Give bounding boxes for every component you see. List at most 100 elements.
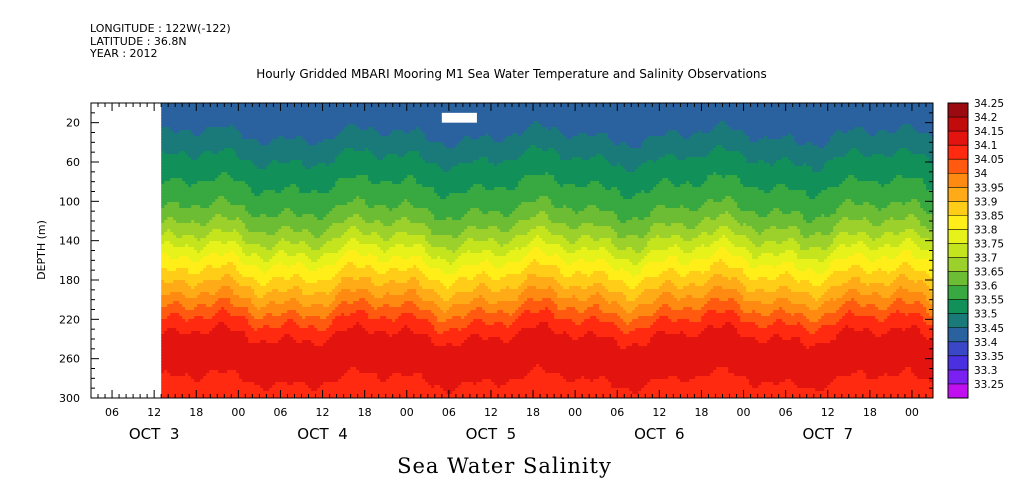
heatmap-cell	[200, 358, 204, 362]
heatmap-cell	[254, 106, 258, 110]
heatmap-cell	[194, 118, 198, 122]
heatmap-cell	[197, 373, 201, 377]
heatmap-cell	[176, 133, 180, 137]
heatmap-cell	[179, 382, 183, 386]
heatmap-cell	[275, 112, 279, 116]
heatmap-cell	[203, 379, 207, 383]
heatmap-cell	[242, 265, 246, 269]
heatmap-cell	[194, 235, 198, 239]
heatmap-cell	[269, 181, 273, 185]
heatmap-cell	[221, 151, 225, 155]
heatmap-cell	[167, 247, 171, 251]
heatmap-cell	[233, 244, 237, 248]
heatmap-cell	[257, 232, 261, 236]
heatmap-cell	[233, 391, 237, 395]
heatmap-cell	[254, 283, 258, 287]
heatmap-cell	[170, 379, 174, 383]
heatmap-cell	[251, 130, 255, 134]
heatmap-cell	[167, 340, 171, 344]
heatmap-cell	[233, 136, 237, 140]
heatmap-cell	[197, 223, 201, 227]
heatmap-cell	[242, 154, 246, 158]
heatmap-cell	[209, 286, 213, 290]
heatmap-cell	[164, 121, 168, 125]
heatmap-cell	[227, 163, 231, 167]
heatmap-cell	[185, 136, 189, 140]
heatmap-cell	[197, 121, 201, 125]
heatmap-cell	[212, 367, 216, 371]
heatmap-cell	[251, 202, 255, 206]
heatmap-cell	[161, 394, 165, 398]
heatmap-cell	[221, 256, 225, 260]
heatmap-cell	[251, 271, 255, 275]
heatmap-cell	[212, 184, 216, 188]
heatmap-cell	[212, 172, 216, 176]
heatmap-cell	[248, 307, 252, 311]
heatmap-cell	[194, 373, 198, 377]
heatmap-cell	[176, 316, 180, 320]
heatmap-cell	[245, 163, 249, 167]
heatmap-cell	[185, 130, 189, 134]
heatmap-cell	[230, 271, 234, 275]
heatmap-cell	[179, 265, 183, 269]
heatmap-cell	[191, 109, 195, 113]
heatmap-cell	[266, 262, 270, 266]
heatmap-cell	[194, 226, 198, 230]
heatmap-cell	[167, 136, 171, 140]
heatmap-cell	[254, 262, 258, 266]
heatmap-cell	[173, 109, 177, 113]
heatmap-cell	[239, 334, 243, 338]
heatmap-cell	[212, 364, 216, 368]
heatmap-cell	[260, 334, 264, 338]
heatmap-cell	[230, 169, 234, 173]
heatmap-cell	[239, 154, 243, 158]
heatmap-cell	[209, 112, 213, 116]
heatmap-cell	[230, 247, 234, 251]
heatmap-cell	[191, 247, 195, 251]
heatmap-cell	[194, 313, 198, 317]
heatmap-cell	[224, 340, 228, 344]
heatmap-cell	[221, 247, 225, 251]
heatmap-cell	[170, 103, 174, 107]
heatmap-cell	[191, 382, 195, 386]
heatmap-cell	[206, 262, 210, 266]
heatmap-cell	[266, 130, 270, 134]
heatmap-cell	[161, 106, 165, 110]
heatmap-cell	[215, 226, 219, 230]
heatmap-cell	[164, 292, 168, 296]
heatmap-cell	[200, 223, 204, 227]
heatmap-cell	[260, 238, 264, 242]
heatmap-cell	[248, 217, 252, 221]
heatmap-cell	[176, 364, 180, 368]
heatmap-cell	[242, 364, 246, 368]
heatmap-cell	[200, 154, 204, 158]
heatmap-cell	[212, 244, 216, 248]
heatmap-cell	[224, 331, 228, 335]
heatmap-cell	[251, 175, 255, 179]
heatmap-cell	[269, 124, 273, 128]
heatmap-cell	[191, 184, 195, 188]
heatmap-cell	[239, 106, 243, 110]
heatmap-cell	[245, 130, 249, 134]
heatmap-cell	[233, 322, 237, 326]
heatmap-cell	[248, 301, 252, 305]
heatmap-cell	[230, 220, 234, 224]
heatmap-cell	[185, 229, 189, 233]
heatmap-cell	[257, 121, 261, 125]
heatmap-cell	[161, 286, 165, 290]
heatmap-cell	[224, 355, 228, 359]
heatmap-cell	[176, 286, 180, 290]
heatmap-cell	[197, 307, 201, 311]
heatmap-cell	[218, 130, 222, 134]
heatmap-cell	[200, 247, 204, 251]
heatmap-cell	[218, 385, 222, 389]
heatmap-cell	[179, 373, 183, 377]
heatmap-cell	[218, 289, 222, 293]
heatmap-cell	[260, 355, 264, 359]
heatmap-cell	[239, 367, 243, 371]
heatmap-cell	[170, 322, 174, 326]
heatmap-cell	[257, 355, 261, 359]
heatmap-cell	[203, 262, 207, 266]
heatmap-cell	[182, 277, 186, 281]
heatmap-cell	[272, 154, 276, 158]
